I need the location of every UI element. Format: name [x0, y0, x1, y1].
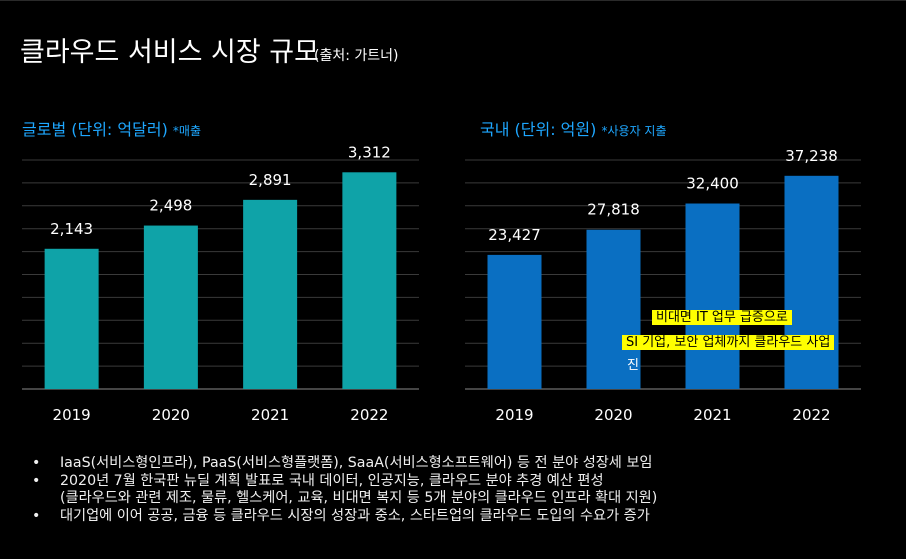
x-tick-label: 2022 [792, 406, 830, 424]
bar-2022 [342, 172, 397, 389]
bullet-text: (클라우드와 관련 제조, 물류, 헬스케어, 교육, 비대면 복지 등 5개 … [60, 490, 658, 506]
bullet-text: 2020년 7월 한국판 뉴딜 계획 발표로 국내 데이터, 인공지능, 클라우… [60, 472, 604, 489]
callout-line-1: 비대면 IT 업무 급증으로 [652, 310, 792, 325]
domestic-bar-chart: 23,427 2019 27,818 2020 32,400 2021 37,238 2022 [465, 147, 861, 424]
bar-2020 [586, 229, 641, 389]
bar-2019 [44, 248, 99, 389]
data-label: 2,498 [149, 197, 192, 215]
data-label: 2,143 [50, 220, 93, 238]
data-label: 2,891 [249, 171, 292, 189]
global-heading: 글로벌 (단위: 억달러) *매출 [22, 116, 201, 140]
data-label: 3,312 [348, 143, 391, 161]
global-bar-chart: 2,143 2019 2,498 2020 2,891 2021 3,312 2022 [22, 143, 419, 424]
bullet-dot: • [32, 507, 41, 524]
x-tick-label: 2020 [152, 406, 190, 424]
data-label: 23,427 [488, 226, 541, 244]
x-tick-label: 2022 [350, 406, 388, 424]
bullet-item: • 2020년 7월 한국판 뉴딜 계획 발표로 국내 데이터, 인공지능, 클… [32, 473, 657, 491]
top-divider [0, 0, 906, 1]
domestic-heading-text: 국내 (단위: 억원) [480, 120, 597, 139]
x-tick-label: 2019 [53, 406, 91, 424]
bullet-dot: • [32, 455, 41, 471]
callout-line-3: 진 [627, 358, 639, 373]
page-title: 클라우드 서비스 시장 규모 [20, 37, 319, 68]
bar-2021 [685, 203, 740, 389]
callout-line-2: SI 기업, 보안 업체까지 클라우드 사업 [622, 335, 835, 350]
x-tick-label: 2021 [251, 406, 289, 424]
bar-2020 [143, 225, 198, 389]
bullet-continuation: (클라우드와 관련 제조, 물류, 헬스케어, 교육, 비대면 복지 등 5개 … [32, 490, 657, 508]
bullet-item: • IaaS(서비스형인프라), PaaS(서비스형플랫폼), SaaA(서비스… [32, 455, 657, 473]
bullet-list: • IaaS(서비스형인프라), PaaS(서비스형플랫폼), SaaA(서비스… [32, 455, 657, 525]
bullet-text: IaaS(서비스형인프라), PaaS(서비스형플랫폼), SaaA(서비스형소… [60, 455, 653, 471]
data-label: 37,238 [785, 147, 838, 165]
x-tick-label: 2020 [594, 406, 632, 424]
domestic-heading: 국내 (단위: 억원) *사용자 지출 [480, 116, 666, 140]
data-label: 32,400 [686, 175, 739, 193]
bar-2021 [243, 199, 298, 389]
global-note: *매출 [172, 124, 201, 138]
x-tick-label: 2019 [495, 406, 533, 424]
bullet-text: 대기업에 이어 공공, 금융 등 클라우드 시장의 성장과 중소, 스타트업의 … [60, 507, 650, 524]
source-note: (출처: 가트너) [314, 48, 399, 64]
data-label: 27,818 [587, 201, 640, 219]
bullet-item: • 대기업에 이어 공공, 금융 등 클라우드 시장의 성장과 중소, 스타트업… [32, 508, 657, 526]
bar-2022 [784, 175, 839, 389]
bullet-dot: • [32, 472, 41, 489]
x-tick-label: 2021 [693, 406, 731, 424]
global-heading-text: 글로벌 (단위: 억달러) [22, 120, 168, 139]
domestic-note: *사용자 지출 [601, 124, 667, 138]
bar-2019 [487, 254, 542, 389]
